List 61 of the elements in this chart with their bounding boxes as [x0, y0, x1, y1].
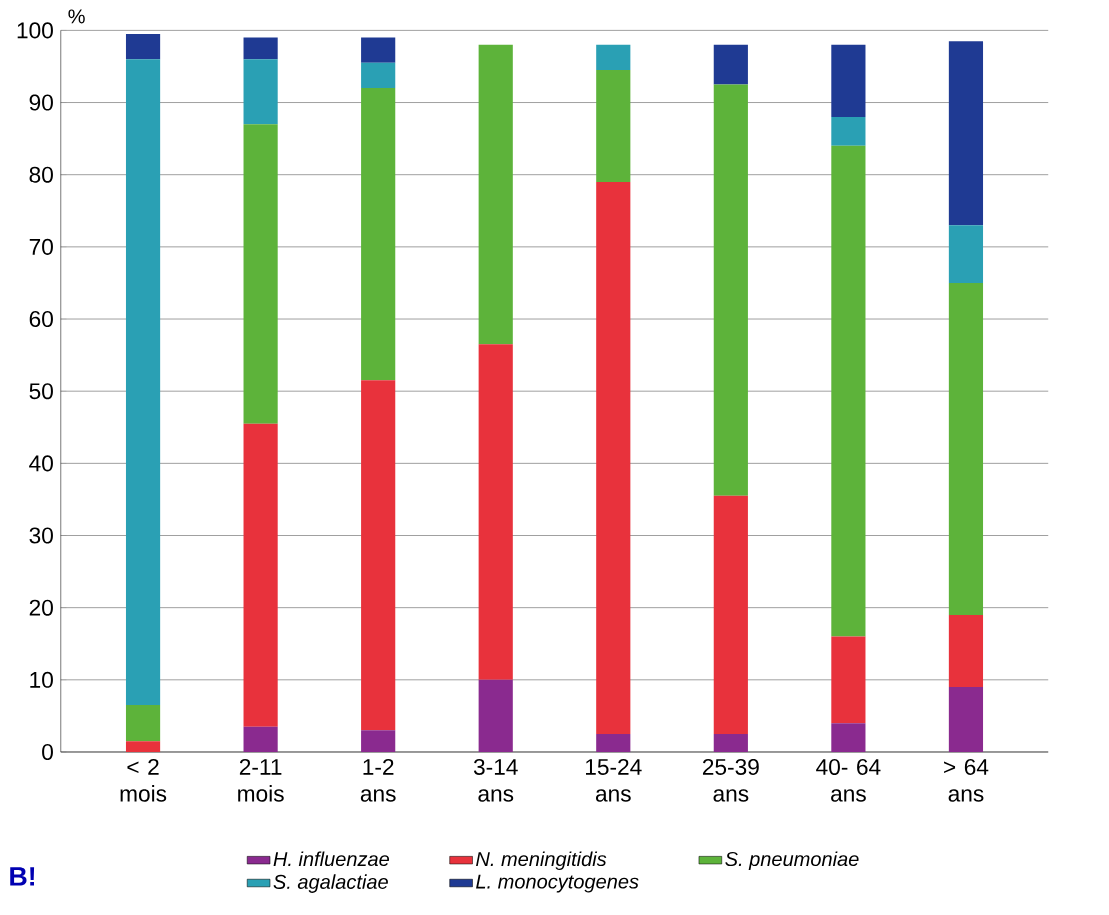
- bar: [831, 722, 866, 752]
- bar: [361, 87, 396, 381]
- legend-label: S. agalactiae: [273, 874, 388, 893]
- bar: [361, 380, 396, 731]
- bar: [713, 44, 748, 85]
- bar: [831, 145, 866, 637]
- y-tick-label: 20: [29, 599, 53, 616]
- x-tick-label: 2-11 mois: [238, 758, 284, 802]
- x-tick-label: > 64 ans: [944, 758, 989, 802]
- legend-label: N. meningitidis: [476, 851, 607, 870]
- bar: [713, 495, 748, 734]
- y-tick-label: 30: [29, 527, 53, 544]
- bar: [948, 614, 984, 687]
- y-tick-label: 40: [29, 455, 53, 472]
- y-tick-label: 90: [29, 94, 53, 111]
- bar: [125, 59, 161, 705]
- bar: [243, 124, 278, 424]
- bar: [125, 33, 161, 60]
- legend-label: S. pneumoniae: [725, 851, 859, 870]
- x-tick-label: 3-14 ans: [473, 758, 518, 802]
- bar: [948, 282, 984, 615]
- x-tick-label: 25-39 ans: [702, 758, 759, 802]
- bar: [831, 44, 866, 117]
- bar: [125, 741, 161, 752]
- y-tick-label: 60: [29, 310, 53, 327]
- bar: [831, 636, 866, 723]
- bar: [596, 69, 631, 182]
- bar: [243, 423, 278, 727]
- x-tick-label: 40- 64 ans: [816, 758, 881, 802]
- bar: [361, 62, 396, 88]
- bar: [831, 116, 866, 146]
- bar: [361, 730, 396, 752]
- bar: [596, 44, 631, 70]
- bar: [948, 225, 984, 283]
- text: B!: [10, 867, 35, 886]
- bar: [243, 726, 278, 752]
- y-tick-label: 0: [42, 743, 53, 760]
- y-tick-label: 10: [30, 671, 53, 688]
- x-tick-label: 15-24 ans: [586, 758, 642, 802]
- x-tick-label: 1-2 ans: [360, 758, 396, 802]
- bar: [948, 41, 984, 226]
- y-tick-label: 80: [29, 166, 53, 183]
- bar: [596, 733, 631, 752]
- bar: [478, 344, 513, 680]
- bar: [596, 181, 631, 734]
- bar: [243, 37, 278, 60]
- y-tick-label: 70: [29, 238, 53, 255]
- bar: [478, 44, 513, 345]
- y-axis-title: %: [68, 9, 85, 24]
- bar: [243, 59, 278, 125]
- bar: [713, 84, 748, 496]
- bar: [478, 679, 513, 752]
- bar: [125, 704, 161, 742]
- y-tick-label: 50: [29, 383, 53, 400]
- bar: [713, 733, 748, 752]
- legend-label: H. influenzae: [273, 851, 390, 866]
- bar: [948, 686, 984, 752]
- legend-label: L. monocytogenes: [476, 874, 639, 893]
- x-tick-label: < 2 mois: [120, 758, 167, 802]
- bar: [361, 37, 396, 63]
- y-tick-label: 100: [17, 22, 53, 39]
